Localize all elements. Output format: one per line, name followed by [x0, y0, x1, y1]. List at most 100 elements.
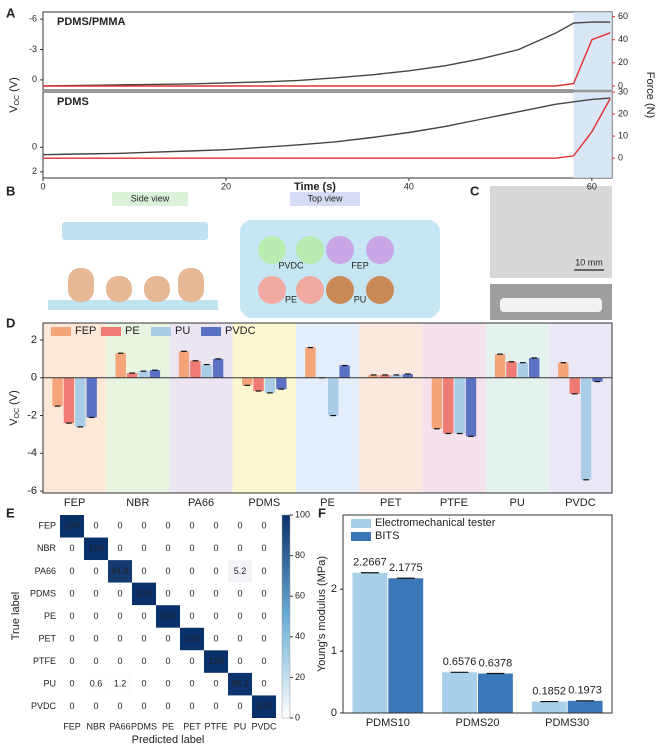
cell-label: 0: [165, 679, 170, 689]
heatmap-cell: [108, 537, 132, 561]
panel-letter: D: [6, 315, 15, 330]
cell-label: 0: [141, 701, 146, 711]
heatmap-cell: [180, 672, 204, 696]
heatmap-cell: [84, 672, 108, 696]
y-tick-label: -6: [29, 13, 37, 23]
y-tick-label: 0: [32, 74, 37, 84]
cell-label: 0: [141, 543, 146, 553]
panel-letter: C: [470, 183, 480, 198]
y-tick-label: PDMS: [30, 588, 56, 598]
series-line: [42, 97, 611, 156]
x-tick-label: PET: [183, 721, 201, 731]
sample: [258, 276, 286, 304]
sample: [296, 276, 324, 304]
bar: [442, 672, 477, 713]
scale-bar-label: 10 mm: [575, 257, 603, 267]
legend-swatch: [201, 327, 221, 336]
cell-label: 0: [69, 588, 74, 598]
y-tick-label: -4: [27, 447, 37, 459]
bar: [391, 374, 402, 378]
y-tick-label: PU: [43, 679, 56, 689]
heatmap-cell: [84, 582, 108, 606]
y-tick-label: 0: [31, 372, 37, 384]
cell-label: 0: [261, 633, 266, 643]
y2-tick-label: 0: [618, 80, 623, 90]
heatmap-cell: [252, 627, 276, 651]
y-axis-label: True label: [10, 592, 22, 641]
sample-label: PVDC: [278, 260, 304, 270]
photo: [490, 186, 612, 278]
heatmap-cell: [228, 560, 252, 583]
x-tick-label: PE: [162, 721, 174, 731]
heatmap-cell: [228, 582, 252, 606]
value-label: 2.2667: [353, 557, 387, 569]
cell-label: 0: [213, 521, 218, 531]
cell-label: 0: [237, 521, 242, 531]
cell-label: 0: [141, 656, 146, 666]
heatmap-cell: [180, 515, 204, 538]
cell-label: 0: [69, 656, 74, 666]
plot-frame: [42, 322, 613, 494]
heatmap-cell: [132, 537, 156, 561]
cell-label: 0: [189, 543, 194, 553]
cell-label: 0: [117, 611, 122, 621]
bar: [478, 673, 513, 713]
y-axis-label-sub: OC: [14, 95, 21, 106]
cell-label: 0: [237, 633, 242, 643]
heatmap-cell: [252, 650, 276, 673]
cell-label: 100: [136, 588, 151, 598]
top-view-label: Top view: [307, 193, 343, 203]
heatmap-cell: [132, 515, 156, 538]
bar: [443, 377, 454, 434]
bar: [592, 377, 603, 382]
cell-label: 0.6: [90, 679, 103, 689]
cell-label: 0: [93, 521, 98, 531]
series-line: [43, 32, 611, 87]
x-tick-label: PDMS: [248, 497, 280, 509]
heatmap-cell: [60, 605, 84, 628]
colorbar-tick-label: 60: [295, 591, 305, 601]
heatmap-cell: [60, 560, 84, 583]
colorbar: [281, 514, 291, 719]
pillar: [68, 268, 94, 302]
y-tick-label: 2: [32, 166, 37, 176]
cell-label: 0: [213, 633, 218, 643]
heatmap-cell: [180, 627, 204, 651]
cell-label: 0: [189, 679, 194, 689]
cell-label: 0: [189, 521, 194, 531]
panel-letter: A: [6, 5, 16, 20]
cell-label: 0: [141, 566, 146, 576]
substrate: [48, 300, 218, 310]
x-tick-label: PTFE: [440, 497, 468, 509]
label-box: [112, 192, 188, 206]
colorbar-tick-label: 100: [295, 509, 310, 519]
series-line: [42, 21, 611, 87]
heatmap-cell: [252, 605, 276, 628]
heatmap-cell: [180, 582, 204, 606]
cell-label: 0: [117, 521, 122, 531]
y2-tick-label: 40: [618, 34, 628, 44]
bar: [253, 377, 264, 391]
bar: [379, 374, 391, 378]
heatmap-cell: [60, 672, 84, 696]
y-tick-label: -3: [29, 44, 37, 54]
y-tick-label: PET: [38, 633, 56, 643]
legend-swatch: [101, 327, 121, 336]
value-label: 0.1973: [568, 685, 602, 697]
y2-tick-label: 0: [618, 153, 623, 163]
bar: [454, 377, 465, 434]
cell-label: 0: [165, 588, 170, 598]
bar: [431, 377, 443, 429]
y-tick-label: 0: [32, 142, 37, 152]
colorbar-tick-label: 20: [295, 672, 305, 682]
heatmap-cell: [132, 672, 156, 696]
heatmap-cell: [108, 650, 132, 673]
series-line: [43, 98, 611, 159]
heatmap-cell: [204, 672, 228, 696]
bar: [63, 377, 75, 424]
heatmap-cell: [60, 515, 84, 538]
y2-tick-label: 20: [618, 108, 628, 118]
cell-label: 0: [261, 566, 266, 576]
y-tick-label: PVDC: [31, 701, 57, 711]
heatmap-cell: [156, 560, 180, 583]
